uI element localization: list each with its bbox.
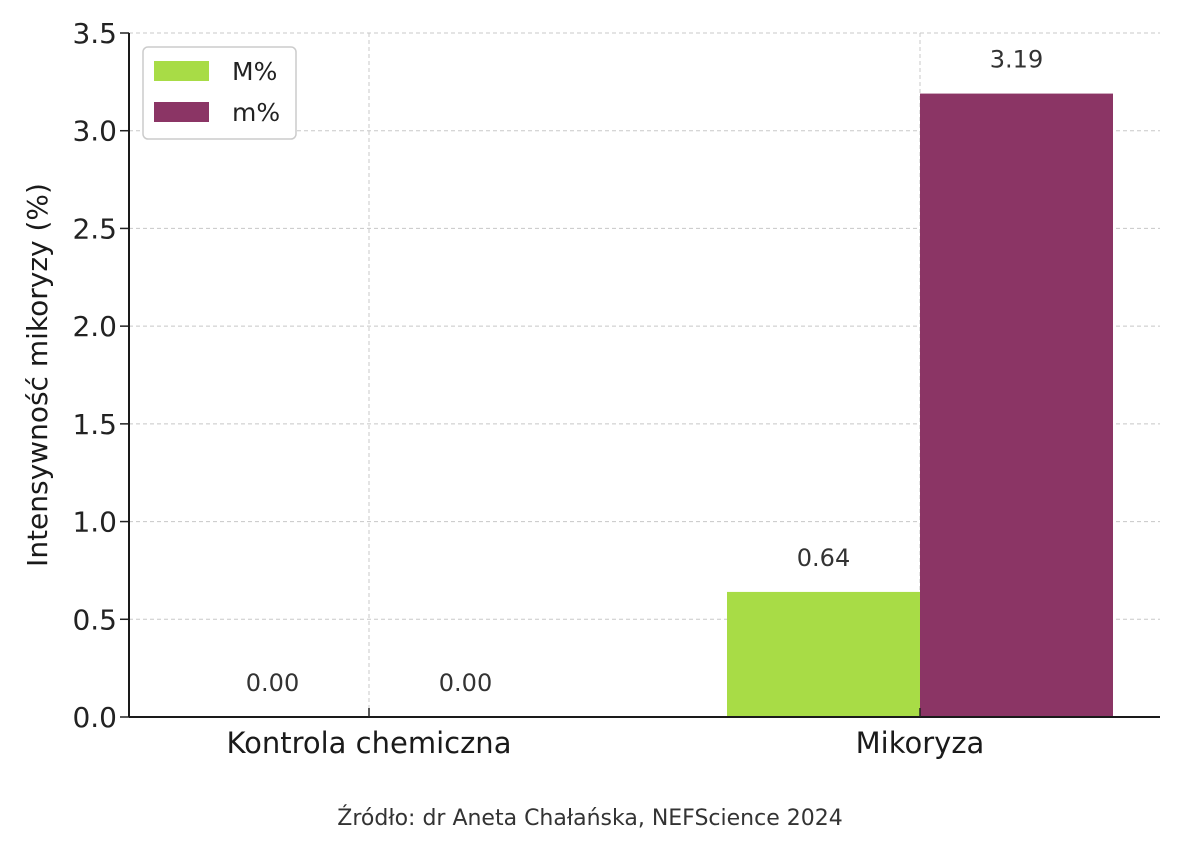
legend: M% m% <box>142 46 297 140</box>
data-label: 0.00 <box>439 669 492 697</box>
data-label: 0.64 <box>797 544 850 572</box>
x-tick-label: Kontrola chemiczna <box>227 726 512 760</box>
y-tick-label: 1.5 <box>72 408 117 441</box>
data-label: 3.19 <box>990 46 1043 74</box>
bar-m%-1 <box>920 93 1113 717</box>
legend-label: M% <box>232 57 277 86</box>
data-label: 0.00 <box>246 669 299 697</box>
y-tick-label: 0.0 <box>72 701 117 734</box>
bar-M%-1 <box>727 591 920 717</box>
source-caption: Źródło: dr Aneta Chałańska, NEFScience 2… <box>337 806 843 831</box>
data-labels: 0.00 0.64 0.00 3.19 <box>246 46 1043 697</box>
y-tick-label: 3.5 <box>72 17 117 50</box>
y-tick-label: 1.0 <box>72 506 117 539</box>
bar-chart: 0.0 0.5 1.0 1.5 2.0 2.5 3.0 3.5 Kontrola chemicz… <box>21 17 1160 760</box>
y-tick-label: 0.5 <box>72 603 117 636</box>
y-tick-label: 2.0 <box>72 310 117 343</box>
x-tick-label: Mikoryza <box>856 726 985 760</box>
y-axis-label: Intensywność mikoryzy (%) <box>21 183 54 567</box>
legend-label: m% <box>232 98 280 127</box>
legend-swatch <box>154 102 209 122</box>
y-tick-label: 3.0 <box>72 115 117 148</box>
bars <box>727 93 1113 717</box>
y-tick-label: 2.5 <box>72 212 117 245</box>
axes: 0.0 0.5 1.0 1.5 2.0 2.5 3.0 3.5 Kontrola chemicz… <box>72 17 1160 760</box>
legend-swatch <box>154 61 209 81</box>
